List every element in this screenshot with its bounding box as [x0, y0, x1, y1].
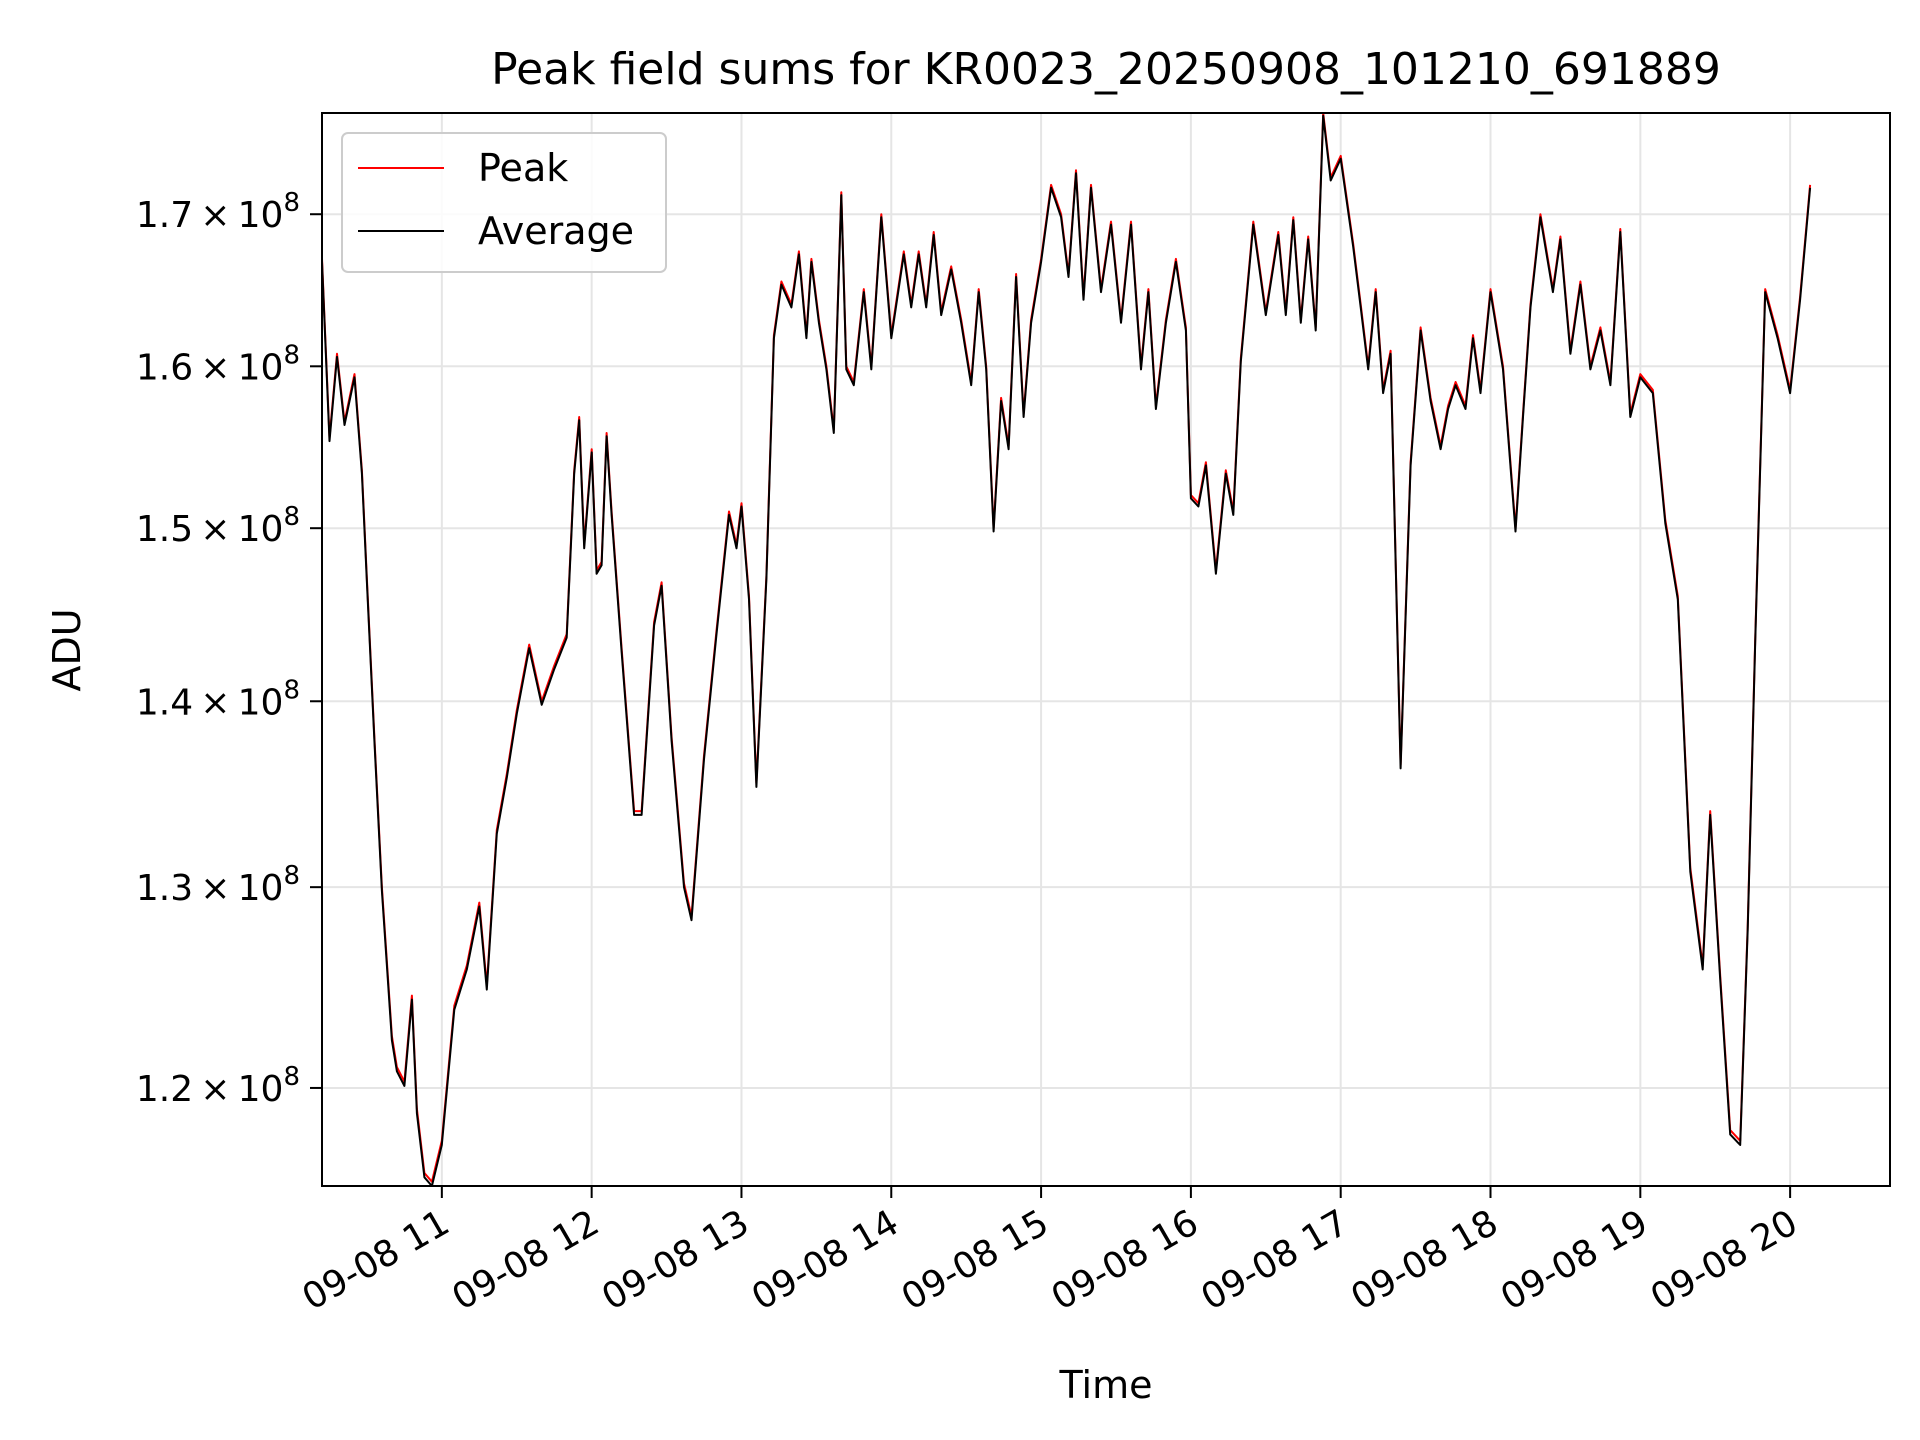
- y-axis-ticks: 1.2 × 108 1.3 × 108 1.4 × 108 1.5 × 108 1.6 …: [136, 188, 322, 1110]
- x-axis-label: Time: [1059, 1363, 1153, 1407]
- legend-label-average: Average: [478, 209, 634, 253]
- y-tick-label: 1.5 × 108: [136, 502, 300, 550]
- y-tick-label: 1.4 × 108: [136, 675, 300, 723]
- legend-label-peak: Peak: [478, 146, 568, 190]
- chart-title: Peak field sums for KR0023_20250908_1012…: [491, 44, 1721, 95]
- y-tick-label: 1.7 × 108: [136, 188, 300, 236]
- y-tick-label: 1.3 × 108: [136, 861, 300, 909]
- y-tick-label: 1.6 × 108: [136, 340, 300, 388]
- y-axis-label: ADU: [45, 608, 89, 691]
- legend: Peak Average: [341, 132, 667, 273]
- plot-frame: [321, 112, 1891, 1187]
- series-layer: [321, 112, 1812, 1187]
- y-tick-label: 1.2 × 108: [136, 1062, 300, 1110]
- series-line-average: [321, 114, 1812, 1187]
